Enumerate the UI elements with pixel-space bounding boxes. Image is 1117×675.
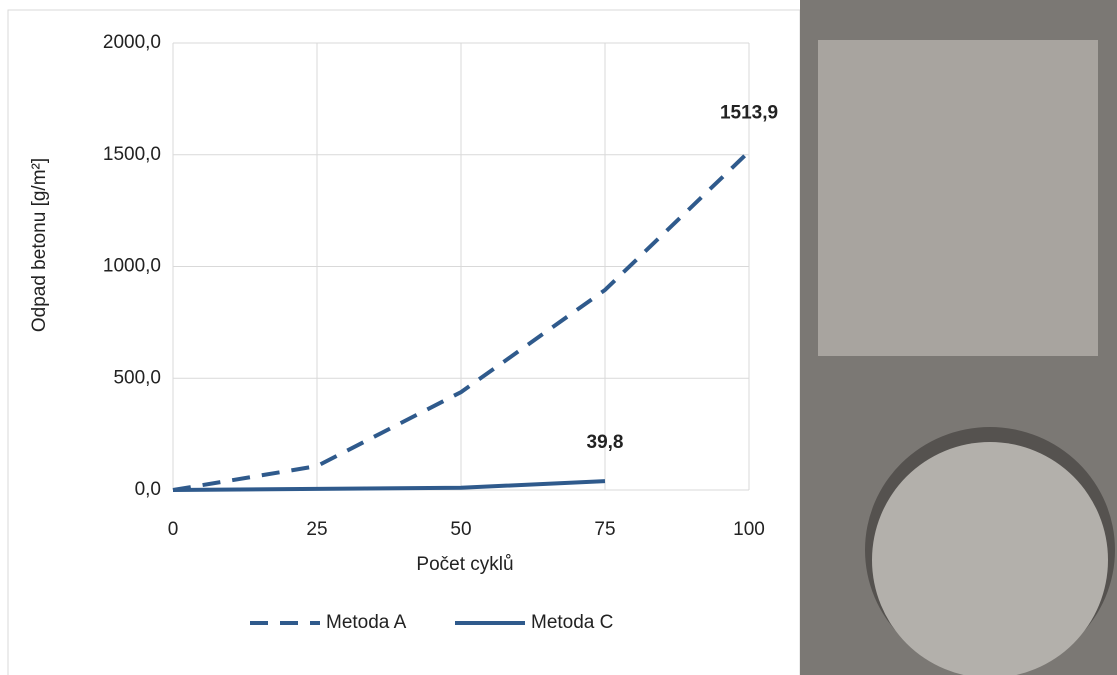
y-axis-title: Odpad betonu [g/m²]: [29, 158, 50, 332]
legend-label: Metoda C: [531, 612, 613, 633]
page: Počet cyklů Odpad betonu [g/m²] 0,0 500,0…: [0, 0, 1117, 675]
x-tick-label: 0: [168, 519, 179, 540]
y-tick-label: 1000,0: [103, 256, 161, 277]
y-tick-label: 2000,0: [103, 32, 161, 53]
chart-frame: [8, 10, 800, 675]
legend-label: Metoda A: [326, 612, 407, 633]
y-tick-label: 500,0: [113, 367, 161, 388]
data-label: 1513,9: [720, 103, 778, 124]
y-tick-label: 1500,0: [103, 144, 161, 165]
round-sample: [872, 442, 1108, 675]
x-tick-label: 25: [306, 519, 327, 540]
y-tick-label: 0,0: [135, 479, 161, 500]
x-tick-label: 75: [594, 519, 615, 540]
square-sample: [818, 40, 1098, 356]
x-tick-label: 50: [450, 519, 471, 540]
photo: [800, 0, 1117, 675]
x-axis-title: Počet cyklů: [416, 554, 513, 575]
data-label: 39,8: [587, 432, 624, 453]
x-tick-label: 100: [733, 519, 765, 540]
